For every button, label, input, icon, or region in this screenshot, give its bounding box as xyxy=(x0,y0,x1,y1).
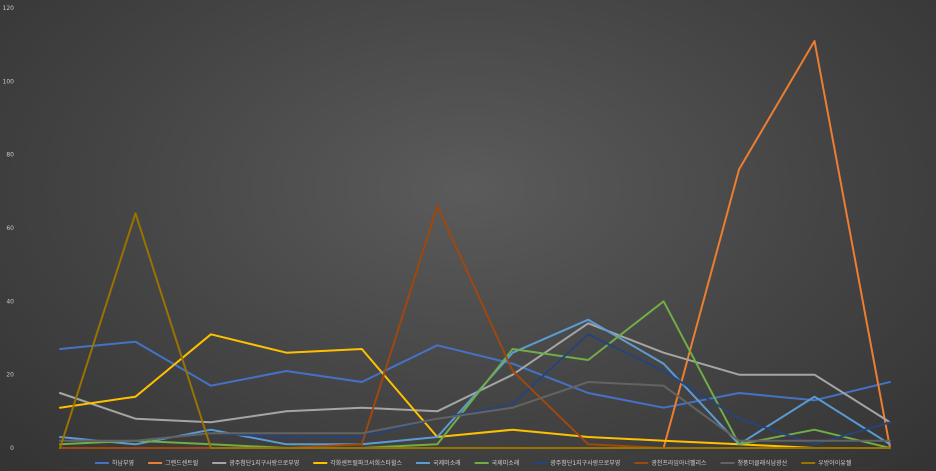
legend-label: 광주첨단1지구사랑으로부영 xyxy=(550,459,620,467)
legend-label: 우방아이유쉘 xyxy=(818,459,852,467)
legend-label: 하남부영 xyxy=(112,459,134,467)
legend-label: 청풍더클래식남광산 xyxy=(738,459,788,467)
legend-item: 광천프라임아너펠리스 xyxy=(634,459,707,467)
legend-item: 광주첨단1지구사랑으로부영 xyxy=(533,459,620,467)
series-line xyxy=(59,300,891,449)
legend-label: 그랜드센트럴 xyxy=(165,459,198,467)
legend-label: 광천프라임아너펠리스 xyxy=(651,459,707,467)
y-tick-label: 60 xyxy=(6,225,14,232)
y-tick-label: 20 xyxy=(6,372,14,379)
y-tick-label: 120 xyxy=(3,5,15,12)
y-tick-label: 100 xyxy=(3,78,15,85)
legend-label: 국제미소래 xyxy=(492,459,520,467)
y-tick-label: 0 xyxy=(10,445,14,452)
y-tick-label: 40 xyxy=(6,298,14,305)
legend-item: 각화센트럴파크서희스타힐스 xyxy=(313,459,403,467)
series-line xyxy=(59,322,891,424)
series-line xyxy=(59,212,891,449)
series-line xyxy=(59,333,891,449)
series-line xyxy=(59,318,891,446)
series-line xyxy=(59,381,891,442)
legend-item: 하남부영 xyxy=(95,459,134,467)
legend-item: 광주첨단1지구사랑으로부영 xyxy=(212,459,299,467)
y-tick-label: 80 xyxy=(6,152,14,159)
series-line xyxy=(59,333,891,446)
series-line xyxy=(59,340,891,409)
legend-label: 각화센트럴파크서희스타힐스 xyxy=(330,459,402,467)
legend-item: 그랜드센트럴 xyxy=(148,459,198,467)
plot-area xyxy=(59,40,891,449)
legend-item: 청풍더클래식남광산 xyxy=(720,459,788,467)
legend-item: 국제미소래 xyxy=(474,459,520,467)
legend-item: 국제미소래 xyxy=(416,459,461,467)
series-line xyxy=(59,40,891,449)
legend-label: 광주첨단1지구사랑으로부영 xyxy=(229,459,299,467)
legend-label: 국제미소래 xyxy=(433,459,461,467)
y-axis: 0 20 40 60 80 100 120 xyxy=(3,5,15,452)
legend: 하남부영 그랜드센트럴 광주첨단1지구사랑으로부영 각화센트럴파크서희스타힐스 국제미소… xyxy=(95,459,852,467)
legend-item: 우방아이유쉘 xyxy=(801,459,852,467)
